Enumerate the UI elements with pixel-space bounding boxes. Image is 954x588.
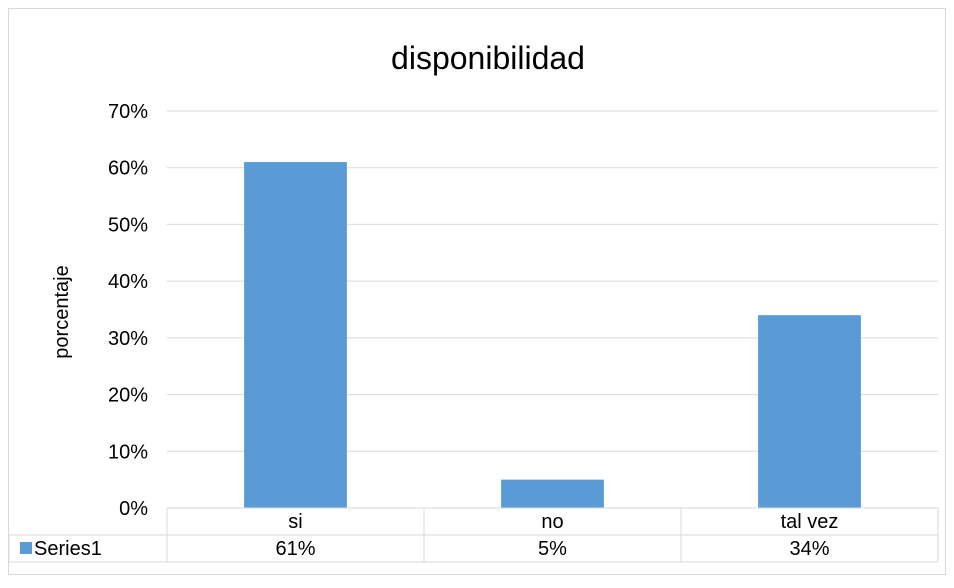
x-tick-label: tal vez: [781, 511, 839, 533]
bar-tal-vez: [758, 315, 861, 508]
y-tick-label: 0%: [119, 498, 148, 520]
chart-title: disponibilidad: [391, 40, 585, 76]
data-table-value: 34%: [789, 538, 829, 560]
bar-no: [501, 479, 604, 508]
y-tick-label: 40%: [108, 271, 148, 293]
y-tick-label: 20%: [108, 385, 148, 407]
data-table: si 61% no 5% tal vez 34% Series1: [8, 507, 939, 563]
x-tick-label: si: [288, 511, 302, 533]
data-table-value: 5%: [538, 538, 567, 560]
x-tick-label: no: [541, 511, 563, 533]
y-tick-label: 70%: [108, 101, 148, 123]
y-tick-label: 30%: [108, 328, 148, 350]
y-tick-labels: 0% 10% 20% 30% 40% 50% 60% 70%: [108, 101, 148, 520]
y-tick-label: 10%: [108, 441, 148, 463]
bar-si: [244, 162, 347, 509]
legend-key: [20, 542, 32, 554]
y-axis-label: porcentaje: [51, 265, 73, 358]
legend-label: Series1: [34, 538, 102, 560]
y-tick-label: 50%: [108, 214, 148, 236]
y-tick-label: 60%: [108, 158, 148, 180]
data-table-value: 61%: [275, 538, 315, 560]
bars: [244, 162, 861, 509]
